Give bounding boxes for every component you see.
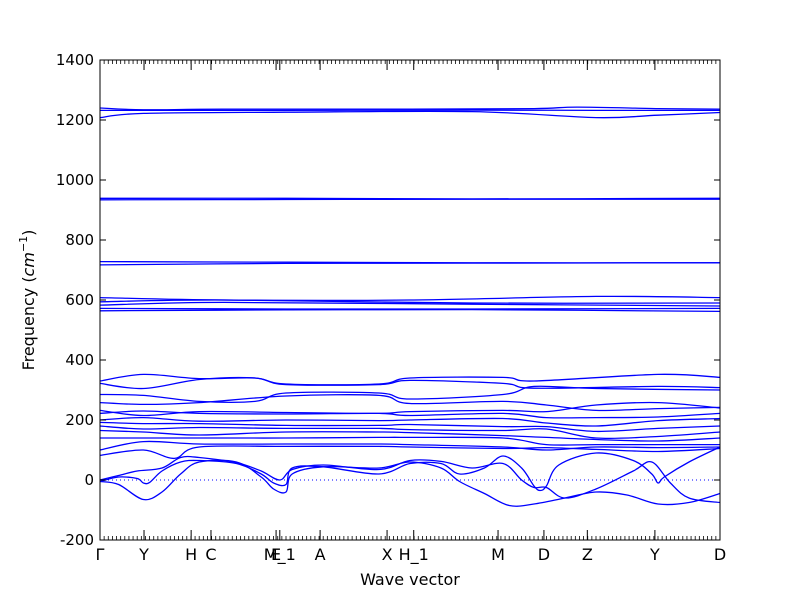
- x-tick-label: Y: [649, 545, 660, 564]
- x-tick-label: Z: [582, 545, 593, 564]
- x-tick-label: Γ: [96, 545, 105, 564]
- x-tick-label: Y: [138, 545, 149, 564]
- y-tick-label: 800: [65, 231, 94, 249]
- y-axis-label-exponent: −1: [17, 236, 30, 252]
- x-tick-label: C: [205, 545, 216, 564]
- x-tick-label: H: [185, 545, 197, 564]
- x-tick-label: M_1: [264, 545, 296, 565]
- x-axis-label: Wave vector: [360, 570, 460, 589]
- x-tick-label: A: [315, 545, 326, 564]
- y-tick-label: 200: [65, 411, 94, 429]
- phonon-branch-11: [100, 308, 720, 309]
- y-tick-label: 1200: [56, 111, 94, 129]
- y-tick-label: 1000: [56, 171, 94, 189]
- x-tick-label: X: [382, 545, 393, 564]
- x-tick-label: M: [491, 545, 505, 564]
- y-tick-label: 1400: [56, 51, 94, 69]
- y-axis-label-close: ): [19, 230, 38, 236]
- y-axis-label-text: Frequency (: [19, 276, 38, 370]
- x-tick-label: D: [538, 545, 550, 564]
- x-tick-label: H_1: [399, 545, 429, 565]
- y-tick-label: 400: [65, 351, 94, 369]
- x-tick-label: D: [714, 545, 726, 564]
- y-tick-label: -200: [60, 531, 94, 549]
- y-tick-label: 0: [84, 471, 94, 489]
- y-axis-label-unit: cm: [19, 252, 38, 276]
- y-tick-label: 600: [65, 291, 94, 309]
- phonon-branch-5: [100, 199, 720, 200]
